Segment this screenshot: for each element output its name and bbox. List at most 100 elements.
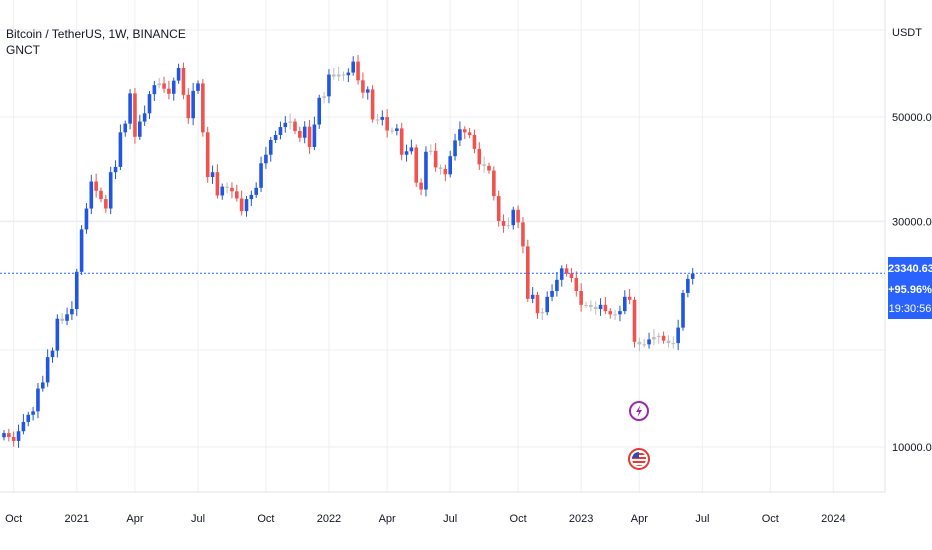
time-tick-label: Apr xyxy=(126,513,143,525)
candle xyxy=(205,126,210,183)
candle xyxy=(511,206,516,230)
candle xyxy=(618,305,622,322)
symbol-title[interactable]: Bitcoin / TetherUS, 1W, BINANCE xyxy=(6,27,186,41)
candle xyxy=(540,307,545,321)
indicator-label[interactable]: GNCT xyxy=(6,43,40,57)
candles xyxy=(2,54,695,448)
candle xyxy=(293,118,297,135)
candle xyxy=(603,297,608,315)
candle xyxy=(681,289,685,331)
candle xyxy=(186,88,191,124)
candle xyxy=(302,121,307,144)
candle xyxy=(492,166,496,201)
candle xyxy=(458,121,462,147)
time-tick-label: Jul xyxy=(695,513,709,525)
time-tick-label: Apr xyxy=(379,513,396,525)
price-tick-label: 50000.00 xyxy=(892,112,932,124)
candle xyxy=(652,329,656,346)
candle xyxy=(564,264,569,277)
candle xyxy=(647,332,651,349)
time-tick-label: Jul xyxy=(443,513,457,525)
candle xyxy=(414,144,419,188)
candle xyxy=(65,307,69,326)
candle xyxy=(84,203,89,234)
candle xyxy=(346,68,351,83)
candle xyxy=(555,271,559,297)
candle xyxy=(361,72,365,99)
candle xyxy=(171,77,176,101)
candle xyxy=(45,349,50,387)
candle xyxy=(142,105,147,126)
candle xyxy=(666,335,671,348)
candle xyxy=(133,87,137,144)
candle xyxy=(453,133,457,161)
lightning-event-icon[interactable] xyxy=(629,401,649,421)
candle xyxy=(467,128,472,139)
candle xyxy=(74,268,79,316)
candle xyxy=(264,146,268,169)
candle xyxy=(191,83,195,126)
candle xyxy=(336,66,341,81)
candle xyxy=(249,190,254,206)
candle xyxy=(443,164,448,182)
candle xyxy=(322,92,326,104)
candle xyxy=(477,142,482,170)
us-flag-event-icon[interactable] xyxy=(628,448,650,470)
price-axis[interactable]: 50000.00 30000.00 10000.00 xyxy=(892,112,932,454)
candle xyxy=(671,336,676,349)
price-axis-currency: USDT xyxy=(892,27,922,39)
current-price-label: 23340.63 xyxy=(888,257,932,281)
time-tick-label: 2024 xyxy=(821,513,845,525)
candle xyxy=(642,338,646,348)
candle xyxy=(370,85,375,123)
candle xyxy=(312,116,317,151)
candle xyxy=(152,80,157,102)
candle xyxy=(574,271,579,297)
candle xyxy=(307,119,312,154)
candle xyxy=(11,431,16,447)
candle xyxy=(230,182,234,199)
candle xyxy=(41,375,45,392)
candle xyxy=(690,268,695,285)
candle xyxy=(395,124,399,136)
time-axis[interactable]: Oct 2021 Apr Jul Oct 2022 Apr Jul Oct 2023 Apr Jul O… xyxy=(5,513,845,525)
candle xyxy=(627,288,632,305)
candle xyxy=(385,109,389,138)
candle xyxy=(138,114,142,140)
candle xyxy=(215,164,220,199)
candle xyxy=(530,287,535,304)
candle xyxy=(235,184,239,202)
candle xyxy=(108,166,113,215)
candle xyxy=(332,67,336,80)
candle xyxy=(637,337,642,352)
price-tick-label: 30000.00 xyxy=(892,217,932,229)
candle xyxy=(448,150,452,178)
candle xyxy=(89,174,94,215)
candle xyxy=(147,91,152,119)
candle xyxy=(2,430,6,441)
candle xyxy=(31,407,35,421)
candle xyxy=(438,164,443,175)
candle xyxy=(55,314,60,358)
candle xyxy=(259,156,263,193)
candle xyxy=(589,300,593,312)
candle xyxy=(16,424,21,448)
candle xyxy=(123,120,128,137)
candle xyxy=(608,308,613,319)
candle xyxy=(686,274,690,298)
candle xyxy=(21,414,26,435)
candle xyxy=(288,113,292,130)
candle xyxy=(487,162,491,174)
candle xyxy=(201,79,205,137)
candle xyxy=(632,296,637,348)
time-tick-label: Jul xyxy=(191,513,205,525)
candle xyxy=(196,80,200,94)
candle xyxy=(390,127,394,135)
candle xyxy=(526,239,530,302)
candle xyxy=(210,165,215,184)
candle xyxy=(409,139,414,155)
candle xyxy=(380,110,385,126)
candle xyxy=(375,114,380,125)
candle xyxy=(317,94,322,129)
